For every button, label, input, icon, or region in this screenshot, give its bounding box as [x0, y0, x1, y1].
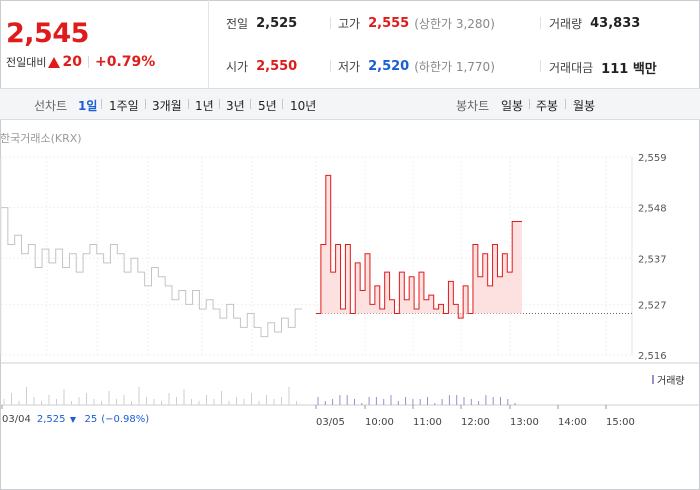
y-tick-label: 2,516: [638, 351, 667, 362]
divider: [188, 99, 189, 109]
price-chart[interactable]: 2,516 2,527 2,537 2,548 2,559 03/05 10:00 11:00…: [0, 145, 700, 435]
series-today-fill: [316, 175, 522, 319]
price-series: [1, 174, 632, 338]
tab-daily[interactable]: 일봉: [501, 99, 524, 113]
volume-bars: [3, 387, 516, 405]
stat-value: 2,525: [256, 16, 298, 31]
stat-label: 전일: [226, 17, 249, 31]
stat-label: 고가: [338, 17, 361, 31]
up-triangle-icon: [48, 56, 61, 68]
axis-ticks: 2,516 2,527 2,537 2,548 2,559 03/05 10:00 11:00…: [1, 153, 667, 428]
stat-label: 저가: [338, 60, 361, 74]
y-tick-label: 2,537: [638, 254, 667, 265]
divider: [330, 60, 331, 72]
stat-volume: 거래량 43,833: [549, 15, 640, 32]
x-tick-label: 14:00: [558, 417, 587, 428]
stat-value: 111 백만: [601, 62, 657, 77]
tab-weekly[interactable]: 주봉: [536, 99, 559, 113]
prev-diff: 25: [84, 414, 98, 425]
x-tick-label: 12:00: [461, 417, 490, 428]
tab-1d[interactable]: 1일: [78, 99, 98, 113]
prev-date: 03/04: [2, 414, 31, 425]
series-today: [316, 174, 522, 319]
divider: [87, 56, 89, 68]
stats-grid: 전일 2,525 고가 2,555 (상한가 3,280) 거래량 43,833…: [208, 0, 700, 88]
exchange-label: 한국거래소(KRX): [0, 132, 82, 145]
change-row: 전일대비 20 +0.79%: [6, 54, 155, 70]
change-rate: +0.79%: [94, 54, 156, 70]
x-tick-label: 03/05: [316, 417, 345, 428]
divider: [145, 99, 146, 109]
divider: [529, 99, 530, 109]
upper-limit: (상한가 3,280): [414, 17, 495, 31]
y-tick-label: 2,559: [638, 153, 667, 164]
change-value: 20: [62, 54, 82, 70]
tab-3m[interactable]: 3개월: [152, 99, 182, 113]
tab-monthly[interactable]: 월봉: [573, 99, 596, 113]
stat-value: 43,833: [590, 16, 641, 31]
divider: [282, 99, 283, 109]
line-chart-label: 선차트: [34, 99, 68, 113]
down-triangle-icon: [70, 416, 77, 423]
tab-1w[interactable]: 1주일: [109, 99, 139, 113]
prev-day-info: 03/04 2,525 25 (−0.98%): [2, 414, 149, 425]
x-tick-label: 13:00: [510, 417, 539, 428]
candle-chart-label: 봉차트: [456, 99, 490, 113]
prev-close: 2,525: [36, 414, 66, 425]
volume-swatch: [652, 375, 654, 384]
x-tick-label: 10:00: [365, 417, 394, 428]
divider: [565, 99, 566, 109]
y-tick-label: 2,527: [638, 300, 667, 311]
prev-rate: (−0.98%): [101, 414, 150, 425]
divider: [250, 99, 251, 109]
series-prev-day: [1, 207, 302, 338]
lower-limit: (하한가 1,770): [414, 60, 495, 74]
divider: [540, 17, 541, 29]
stat-value: 2,555: [368, 16, 410, 31]
divider: [101, 99, 102, 109]
x-tick-label: 11:00: [413, 417, 442, 428]
divider: [219, 99, 220, 109]
stat-value: 2,520: [368, 59, 410, 74]
price-box: 2,545 전일대비 20 +0.79%: [0, 0, 209, 88]
stat-value: 2,550: [256, 59, 298, 74]
stat-label: 거래량: [549, 17, 583, 31]
stat-high: 고가 2,555 (상한가 3,280): [338, 15, 495, 32]
tab-10y[interactable]: 10년: [290, 99, 317, 113]
volume-legend: 거래량: [652, 372, 685, 387]
period-tab-bar: 선차트 1일 1주일 3개월 1년 3년 5년 10년 봉차트 일봉 주봉 월봉: [0, 89, 700, 120]
volume-legend-label: 거래량: [657, 376, 685, 387]
current-price: 2,545: [6, 18, 89, 49]
quote-summary: 2,545 전일대비 20 +0.79% 전일 2,525 고가 2,555 (…: [0, 0, 700, 89]
tab-5y[interactable]: 5년: [258, 99, 277, 113]
divider: [540, 60, 541, 72]
x-tick-label: 15:00: [606, 417, 635, 428]
stat-label: 거래대금: [549, 61, 594, 75]
tab-3y[interactable]: 3년: [226, 99, 245, 113]
change-label: 전일대비: [6, 56, 47, 69]
stat-prev-close: 전일 2,525: [226, 15, 297, 32]
stat-label: 시가: [226, 60, 249, 74]
divider: [330, 17, 331, 29]
y-tick-label: 2,548: [638, 204, 667, 215]
stat-open: 시가 2,550: [226, 58, 297, 75]
stat-amount: 거래대금 111 백만: [549, 58, 657, 77]
stat-low: 저가 2,520 (하한가 1,770): [338, 58, 495, 75]
tab-1y[interactable]: 1년: [195, 99, 214, 113]
